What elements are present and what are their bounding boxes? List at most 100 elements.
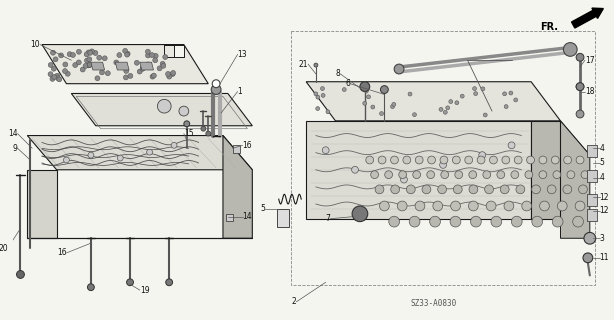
Circle shape: [511, 171, 519, 179]
Circle shape: [140, 66, 145, 71]
Circle shape: [86, 63, 91, 68]
Circle shape: [163, 55, 168, 60]
Circle shape: [150, 53, 155, 58]
Circle shape: [516, 185, 525, 194]
Circle shape: [391, 105, 394, 108]
Circle shape: [154, 53, 158, 58]
Circle shape: [552, 216, 563, 227]
Text: 18: 18: [585, 87, 594, 96]
Circle shape: [80, 67, 85, 72]
Text: 16: 16: [243, 141, 252, 150]
Circle shape: [128, 73, 133, 78]
Circle shape: [453, 156, 460, 164]
Circle shape: [540, 201, 550, 211]
Text: 8: 8: [336, 69, 340, 78]
Polygon shape: [306, 82, 561, 121]
Circle shape: [93, 51, 98, 55]
Circle shape: [114, 60, 119, 65]
Circle shape: [150, 74, 155, 79]
Text: 21: 21: [298, 60, 308, 68]
Circle shape: [532, 185, 540, 194]
Circle shape: [453, 185, 462, 194]
Circle shape: [473, 87, 476, 91]
Circle shape: [206, 131, 211, 136]
Polygon shape: [587, 170, 597, 181]
Circle shape: [153, 58, 158, 63]
Polygon shape: [277, 209, 289, 227]
Circle shape: [76, 60, 81, 65]
Text: 19: 19: [140, 286, 149, 295]
Circle shape: [65, 71, 70, 76]
Text: 12: 12: [600, 193, 609, 202]
Circle shape: [440, 156, 448, 164]
Circle shape: [157, 66, 162, 71]
Circle shape: [465, 156, 473, 164]
Circle shape: [481, 87, 485, 91]
Circle shape: [539, 156, 547, 164]
Circle shape: [413, 171, 421, 179]
Circle shape: [576, 83, 584, 91]
Circle shape: [170, 72, 175, 76]
Circle shape: [400, 176, 407, 183]
Circle shape: [201, 126, 206, 131]
Circle shape: [63, 68, 68, 74]
Circle shape: [489, 156, 497, 164]
Polygon shape: [561, 121, 590, 238]
Circle shape: [125, 52, 130, 57]
Text: 6: 6: [345, 79, 350, 88]
Circle shape: [72, 63, 77, 68]
Circle shape: [179, 106, 188, 116]
Circle shape: [63, 62, 68, 67]
Circle shape: [576, 53, 584, 61]
Circle shape: [52, 66, 56, 71]
Circle shape: [152, 73, 157, 78]
Circle shape: [314, 63, 318, 67]
Circle shape: [147, 149, 152, 155]
Circle shape: [144, 64, 149, 69]
Circle shape: [212, 80, 220, 88]
Circle shape: [366, 156, 374, 164]
Circle shape: [371, 105, 375, 109]
Circle shape: [117, 155, 123, 161]
Circle shape: [576, 156, 584, 164]
Circle shape: [56, 76, 61, 81]
Text: 17: 17: [585, 56, 594, 65]
Circle shape: [166, 279, 173, 286]
Polygon shape: [335, 121, 590, 155]
Circle shape: [88, 50, 93, 55]
Polygon shape: [226, 214, 233, 221]
Text: FR.: FR.: [540, 22, 559, 32]
Circle shape: [468, 201, 478, 211]
Circle shape: [352, 206, 368, 222]
Circle shape: [379, 201, 389, 211]
Circle shape: [515, 156, 522, 164]
Circle shape: [443, 110, 447, 114]
Polygon shape: [42, 44, 208, 84]
Circle shape: [398, 171, 406, 179]
Circle shape: [379, 112, 384, 116]
Circle shape: [364, 89, 368, 93]
Circle shape: [87, 63, 92, 68]
Circle shape: [430, 216, 440, 227]
Circle shape: [316, 107, 320, 110]
Circle shape: [563, 185, 572, 194]
Text: 5: 5: [600, 158, 605, 167]
Circle shape: [52, 75, 56, 79]
Circle shape: [117, 52, 122, 58]
Polygon shape: [27, 170, 56, 238]
Circle shape: [576, 110, 584, 118]
Circle shape: [511, 216, 522, 227]
Text: 14: 14: [8, 129, 18, 138]
Circle shape: [433, 201, 443, 211]
Polygon shape: [91, 62, 104, 70]
FancyArrow shape: [572, 8, 604, 28]
Circle shape: [124, 68, 129, 73]
Circle shape: [469, 171, 476, 179]
Circle shape: [367, 95, 370, 99]
Circle shape: [134, 60, 139, 65]
Circle shape: [581, 171, 589, 179]
Circle shape: [547, 185, 556, 194]
Circle shape: [422, 185, 431, 194]
Circle shape: [167, 74, 172, 79]
Circle shape: [514, 98, 518, 102]
